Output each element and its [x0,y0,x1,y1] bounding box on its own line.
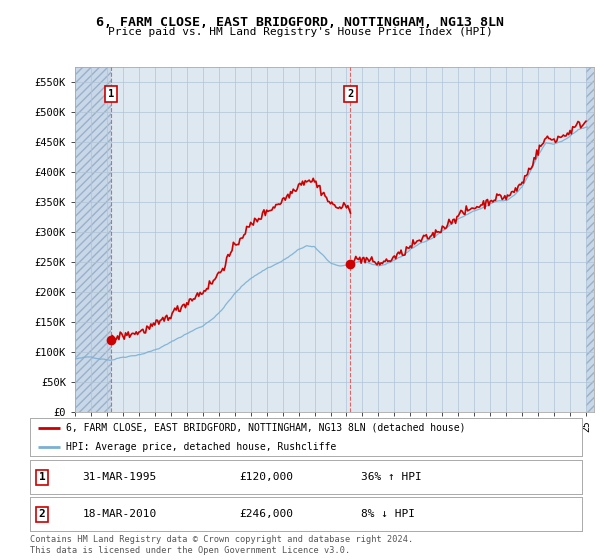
Bar [75,67,111,412]
Text: 1: 1 [108,89,114,99]
Text: £246,000: £246,000 [240,509,294,519]
Text: 2: 2 [347,89,353,99]
Text: HPI: Average price, detached house, Rushcliffe: HPI: Average price, detached house, Rush… [66,442,336,452]
Bar [586,67,594,412]
Text: 18-MAR-2010: 18-MAR-2010 [82,509,157,519]
Text: Price paid vs. HM Land Registry's House Price Index (HPI): Price paid vs. HM Land Registry's House … [107,27,493,37]
Text: 31-MAR-1995: 31-MAR-1995 [82,472,157,482]
Text: 6, FARM CLOSE, EAST BRIDGFORD, NOTTINGHAM, NG13 8LN: 6, FARM CLOSE, EAST BRIDGFORD, NOTTINGHA… [96,16,504,29]
Text: 2: 2 [39,509,46,519]
Text: £120,000: £120,000 [240,472,294,482]
Text: 36% ↑ HPI: 36% ↑ HPI [361,472,422,482]
Text: Contains HM Land Registry data © Crown copyright and database right 2024.
This d: Contains HM Land Registry data © Crown c… [30,535,413,555]
Text: 8% ↓ HPI: 8% ↓ HPI [361,509,415,519]
Text: 6, FARM CLOSE, EAST BRIDGFORD, NOTTINGHAM, NG13 8LN (detached house): 6, FARM CLOSE, EAST BRIDGFORD, NOTTINGHA… [66,423,466,433]
Text: 1: 1 [39,472,46,482]
